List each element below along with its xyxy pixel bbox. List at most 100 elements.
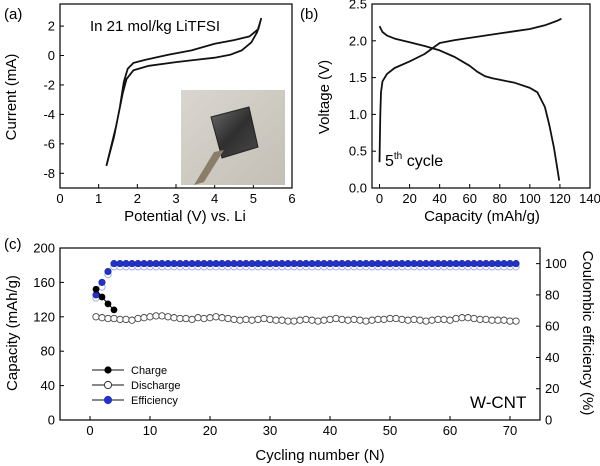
efficiency-point — [422, 260, 430, 268]
discharge-point — [398, 315, 406, 324]
discharge-point — [338, 315, 346, 324]
y-tick-label: 2.5 — [349, 0, 367, 12]
discharge-point — [458, 314, 466, 322]
discharge-point — [356, 316, 364, 324]
discharge-point — [494, 316, 502, 324]
x-tick-label: 100 — [519, 191, 541, 206]
efficiency-point — [98, 278, 106, 286]
discharge-point — [440, 315, 448, 324]
efficiency-point — [218, 260, 226, 268]
panel-c-xlabel: Cycling number (N) — [255, 447, 384, 464]
efficiency-point — [182, 260, 190, 268]
inset-film — [210, 106, 259, 159]
efficiency-point — [356, 260, 364, 268]
panel-b: (b) 0 20 40 60 80 100 120 140 0.0 0.5 1.0 1.5 2.0 2.5… — [300, 0, 600, 225]
efficiency-point — [176, 260, 184, 268]
discharge-point — [98, 314, 106, 322]
discharge-point — [410, 315, 418, 324]
efficiency-point — [104, 267, 112, 276]
y-tick-label: 2 — [48, 19, 55, 34]
panel-c: (c) 0 10 20 30 40 50 60 70 0 40 80 120 160 200 0 20 40 60… — [4, 236, 596, 464]
efficiency-point — [152, 260, 160, 268]
panel-a: (a) 0 1 2 3 4 5 6 -8 -6 -4 -2 0 2 In 21 mol/kg LiTFS… — [3, 3, 296, 225]
y-tick-label: 0.5 — [349, 144, 367, 159]
y-tick-label: 0 — [48, 413, 55, 428]
efficiency-point — [134, 260, 142, 268]
discharge-point — [104, 314, 112, 323]
x-tick-label: 1 — [95, 191, 102, 206]
discharge-point — [320, 316, 328, 324]
efficiency-point — [302, 260, 310, 268]
panel-a-annotation: In 21 mol/kg LiTFSI — [90, 18, 220, 35]
panel-b-series — [378, 17, 562, 181]
discharge-point — [260, 314, 268, 323]
x-tick-label: 6 — [288, 191, 295, 206]
efficiency-point — [110, 260, 118, 268]
x-tick-label: 5 — [250, 191, 257, 206]
discharge-point — [452, 314, 460, 323]
discharge-point — [140, 314, 148, 322]
discharge-point — [158, 312, 166, 320]
discharge-point — [380, 315, 388, 324]
panel-c-legend: Charge Discharge Efficiency — [92, 365, 181, 407]
efficiency-point — [314, 260, 322, 268]
legend-charge-label: Charge — [131, 365, 167, 377]
efficiency-point — [470, 260, 478, 268]
efficiency-point — [194, 260, 202, 268]
discharge-point — [278, 316, 286, 324]
efficiency-point — [254, 260, 262, 268]
discharge-point — [230, 315, 238, 324]
discharge-point — [194, 314, 202, 322]
discharge-point — [422, 317, 430, 325]
charge-point — [92, 285, 100, 293]
panel-b-xlabel: Capacity (mAh/g) — [424, 208, 540, 225]
y-tick-label: 1.5 — [349, 70, 367, 85]
efficiency-point — [236, 260, 244, 268]
annotation-sup: th — [394, 151, 402, 162]
discharge-point — [428, 316, 436, 324]
efficiency-point — [386, 260, 394, 268]
discharge-point — [302, 315, 310, 324]
discharge-point — [122, 315, 130, 324]
panel-a-ylabel: Current (mA) — [3, 54, 20, 141]
discharge-point — [236, 316, 244, 324]
x-tick-label: 0 — [86, 423, 93, 438]
discharge-point — [368, 316, 376, 324]
discharge-point — [188, 315, 196, 324]
x-tick-label: 120 — [549, 191, 571, 206]
discharge-point — [218, 314, 226, 322]
efficiency-point — [272, 260, 280, 268]
discharge-curve — [378, 25, 561, 181]
efficiency-point — [434, 260, 442, 268]
efficiency-point — [212, 260, 220, 268]
panel-b-axes: 0 20 40 60 80 100 120 140 0.0 0.5 1.0 1.5 2.0 2.5 — [349, 0, 600, 206]
cv-curve — [105, 17, 263, 167]
legend-discharge-label: Discharge — [131, 380, 181, 392]
panel-c-series — [92, 260, 520, 325]
efficiency-point — [284, 260, 292, 268]
charge-point — [98, 293, 106, 301]
y-tick-label: -4 — [43, 107, 55, 122]
panel-a-label: (a) — [4, 6, 22, 23]
discharge-point — [512, 317, 520, 325]
efficiency-point — [260, 260, 268, 268]
x-tick-label: 20 — [402, 191, 416, 206]
discharge-point — [248, 316, 256, 324]
efficiency-point — [500, 260, 508, 268]
y2-tick-label: 80 — [545, 287, 559, 302]
discharge-point — [308, 316, 316, 324]
efficiency-point — [158, 260, 166, 268]
efficiency-point — [170, 260, 178, 268]
efficiency-point — [200, 260, 208, 268]
panel-b-annotation: 5th cycle — [385, 151, 443, 170]
efficiency-point — [452, 260, 460, 268]
discharge-point — [224, 314, 232, 323]
discharge-point — [146, 313, 154, 321]
efficiency-point — [116, 260, 124, 268]
inset-clip — [194, 150, 224, 185]
y2-tick-label: 20 — [545, 381, 559, 396]
y-tick-label: 0 — [48, 48, 55, 63]
x-tick-label: 3 — [172, 191, 179, 206]
legend-charge-marker — [104, 366, 112, 374]
